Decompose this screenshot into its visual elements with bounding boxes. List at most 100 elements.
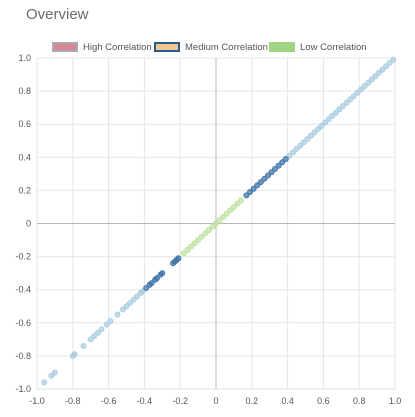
x-tick-label: -0.2 xyxy=(172,396,188,406)
point-low-correlation[interactable] xyxy=(202,230,209,237)
point-high-correlation[interactable] xyxy=(80,342,87,349)
y-tick-label: -0.6 xyxy=(15,318,31,328)
point-high-correlation[interactable] xyxy=(343,99,350,106)
point-medium-correlation[interactable] xyxy=(279,159,286,166)
point-high-correlation[interactable] xyxy=(304,136,311,143)
point-low-correlation[interactable] xyxy=(191,240,198,247)
point-medium-correlation[interactable] xyxy=(261,175,268,182)
point-high-correlation[interactable] xyxy=(71,351,78,358)
legend-item-high[interactable]: High Correlation xyxy=(52,40,152,54)
legend-label-high: High Correlation xyxy=(83,41,152,53)
point-low-correlation[interactable] xyxy=(238,197,245,204)
y-tick-label: 1.0 xyxy=(18,53,31,63)
point-high-correlation[interactable] xyxy=(103,321,110,328)
x-tick-label: 0.8 xyxy=(353,396,366,406)
point-high-correlation[interactable] xyxy=(51,369,58,376)
point-high-correlation[interactable] xyxy=(386,59,393,66)
point-high-correlation[interactable] xyxy=(347,96,354,103)
point-medium-correlation[interactable] xyxy=(153,275,160,282)
point-high-correlation[interactable] xyxy=(354,89,361,96)
point-high-correlation[interactable] xyxy=(329,112,336,119)
point-low-correlation[interactable] xyxy=(234,200,241,207)
point-low-correlation[interactable] xyxy=(180,250,187,257)
point-high-correlation[interactable] xyxy=(98,326,105,333)
point-high-correlation[interactable] xyxy=(368,76,375,83)
point-high-correlation[interactable] xyxy=(336,106,343,113)
point-high-correlation[interactable] xyxy=(123,303,130,310)
point-medium-correlation[interactable] xyxy=(254,182,261,189)
x-tick-label: -0.6 xyxy=(101,396,117,406)
point-high-correlation[interactable] xyxy=(134,293,141,300)
legend-swatch-medium xyxy=(154,42,180,52)
point-high-correlation[interactable] xyxy=(357,86,364,93)
point-medium-correlation[interactable] xyxy=(143,285,150,292)
point-medium-correlation[interactable] xyxy=(275,162,282,169)
point-high-correlation[interactable] xyxy=(94,329,101,336)
point-high-correlation[interactable] xyxy=(114,311,121,318)
legend-swatch-low xyxy=(269,42,295,52)
point-high-correlation[interactable] xyxy=(375,69,382,76)
point-high-correlation[interactable] xyxy=(390,56,397,63)
point-high-correlation[interactable] xyxy=(340,102,347,109)
x-tick-label: 1.0 xyxy=(389,396,402,406)
point-high-correlation[interactable] xyxy=(91,333,98,340)
point-low-correlation[interactable] xyxy=(212,220,219,227)
legend-label-low: Low Correlation xyxy=(300,41,367,53)
point-high-correlation[interactable] xyxy=(300,139,307,146)
tick-layer: -1.0 -0.8 -0.6 -0.4 -0.2 0 0.2 0.4 0.6 0.8 1.0 1.0 0… xyxy=(15,53,401,406)
y-tick-label: 0.2 xyxy=(18,185,31,195)
point-medium-correlation[interactable] xyxy=(268,169,275,176)
point-high-correlation[interactable] xyxy=(361,83,368,90)
point-high-correlation[interactable] xyxy=(48,372,55,379)
point-high-correlation[interactable] xyxy=(286,152,293,159)
point-high-correlation[interactable] xyxy=(297,142,304,149)
point-medium-correlation[interactable] xyxy=(272,165,279,172)
point-low-correlation[interactable] xyxy=(195,237,202,244)
point-high-correlation[interactable] xyxy=(311,129,318,136)
point-medium-correlation[interactable] xyxy=(282,155,289,162)
point-medium-correlation[interactable] xyxy=(250,185,257,192)
legend-item-low[interactable]: Low Correlation xyxy=(269,40,367,54)
point-high-correlation[interactable] xyxy=(322,119,329,126)
point-low-correlation[interactable] xyxy=(223,210,230,217)
point-low-correlation[interactable] xyxy=(227,207,234,214)
point-medium-correlation[interactable] xyxy=(264,172,271,179)
point-high-correlation[interactable] xyxy=(41,379,48,386)
x-tick-label: -0.8 xyxy=(65,396,81,406)
point-high-correlation[interactable] xyxy=(119,306,126,313)
point-low-correlation[interactable] xyxy=(209,223,216,230)
point-high-correlation[interactable] xyxy=(289,149,296,156)
point-high-correlation[interactable] xyxy=(107,318,114,325)
point-high-correlation[interactable] xyxy=(130,296,137,303)
point-high-correlation[interactable] xyxy=(127,299,134,306)
point-high-correlation[interactable] xyxy=(318,122,325,129)
point-high-correlation[interactable] xyxy=(365,79,372,86)
point-high-correlation[interactable] xyxy=(87,336,94,343)
point-high-correlation[interactable] xyxy=(372,73,379,80)
point-high-correlation[interactable] xyxy=(325,116,332,123)
point-medium-correlation[interactable] xyxy=(148,280,155,287)
point-medium-correlation[interactable] xyxy=(175,255,182,262)
point-high-correlation[interactable] xyxy=(315,126,322,133)
point-low-correlation[interactable] xyxy=(216,217,223,224)
point-high-correlation[interactable] xyxy=(379,66,386,73)
point-high-correlation[interactable] xyxy=(139,288,146,295)
point-medium-correlation[interactable] xyxy=(159,270,166,277)
point-low-correlation[interactable] xyxy=(198,233,205,240)
x-tick-label: 0 xyxy=(213,396,218,406)
chart-title: Overview xyxy=(26,6,89,23)
legend-item-medium[interactable]: Medium Correlation xyxy=(154,40,268,54)
point-high-correlation[interactable] xyxy=(332,109,339,116)
point-low-correlation[interactable] xyxy=(184,246,191,253)
point-low-correlation[interactable] xyxy=(220,213,227,220)
point-high-correlation[interactable] xyxy=(293,146,300,153)
point-medium-correlation[interactable] xyxy=(243,192,250,199)
point-medium-correlation[interactable] xyxy=(257,179,264,186)
point-medium-correlation[interactable] xyxy=(247,189,254,196)
point-low-correlation[interactable] xyxy=(205,227,212,234)
point-high-correlation[interactable] xyxy=(383,63,390,70)
point-low-correlation[interactable] xyxy=(187,243,194,250)
point-low-correlation[interactable] xyxy=(230,203,237,210)
point-high-correlation[interactable] xyxy=(350,93,357,100)
point-high-correlation[interactable] xyxy=(307,132,314,139)
